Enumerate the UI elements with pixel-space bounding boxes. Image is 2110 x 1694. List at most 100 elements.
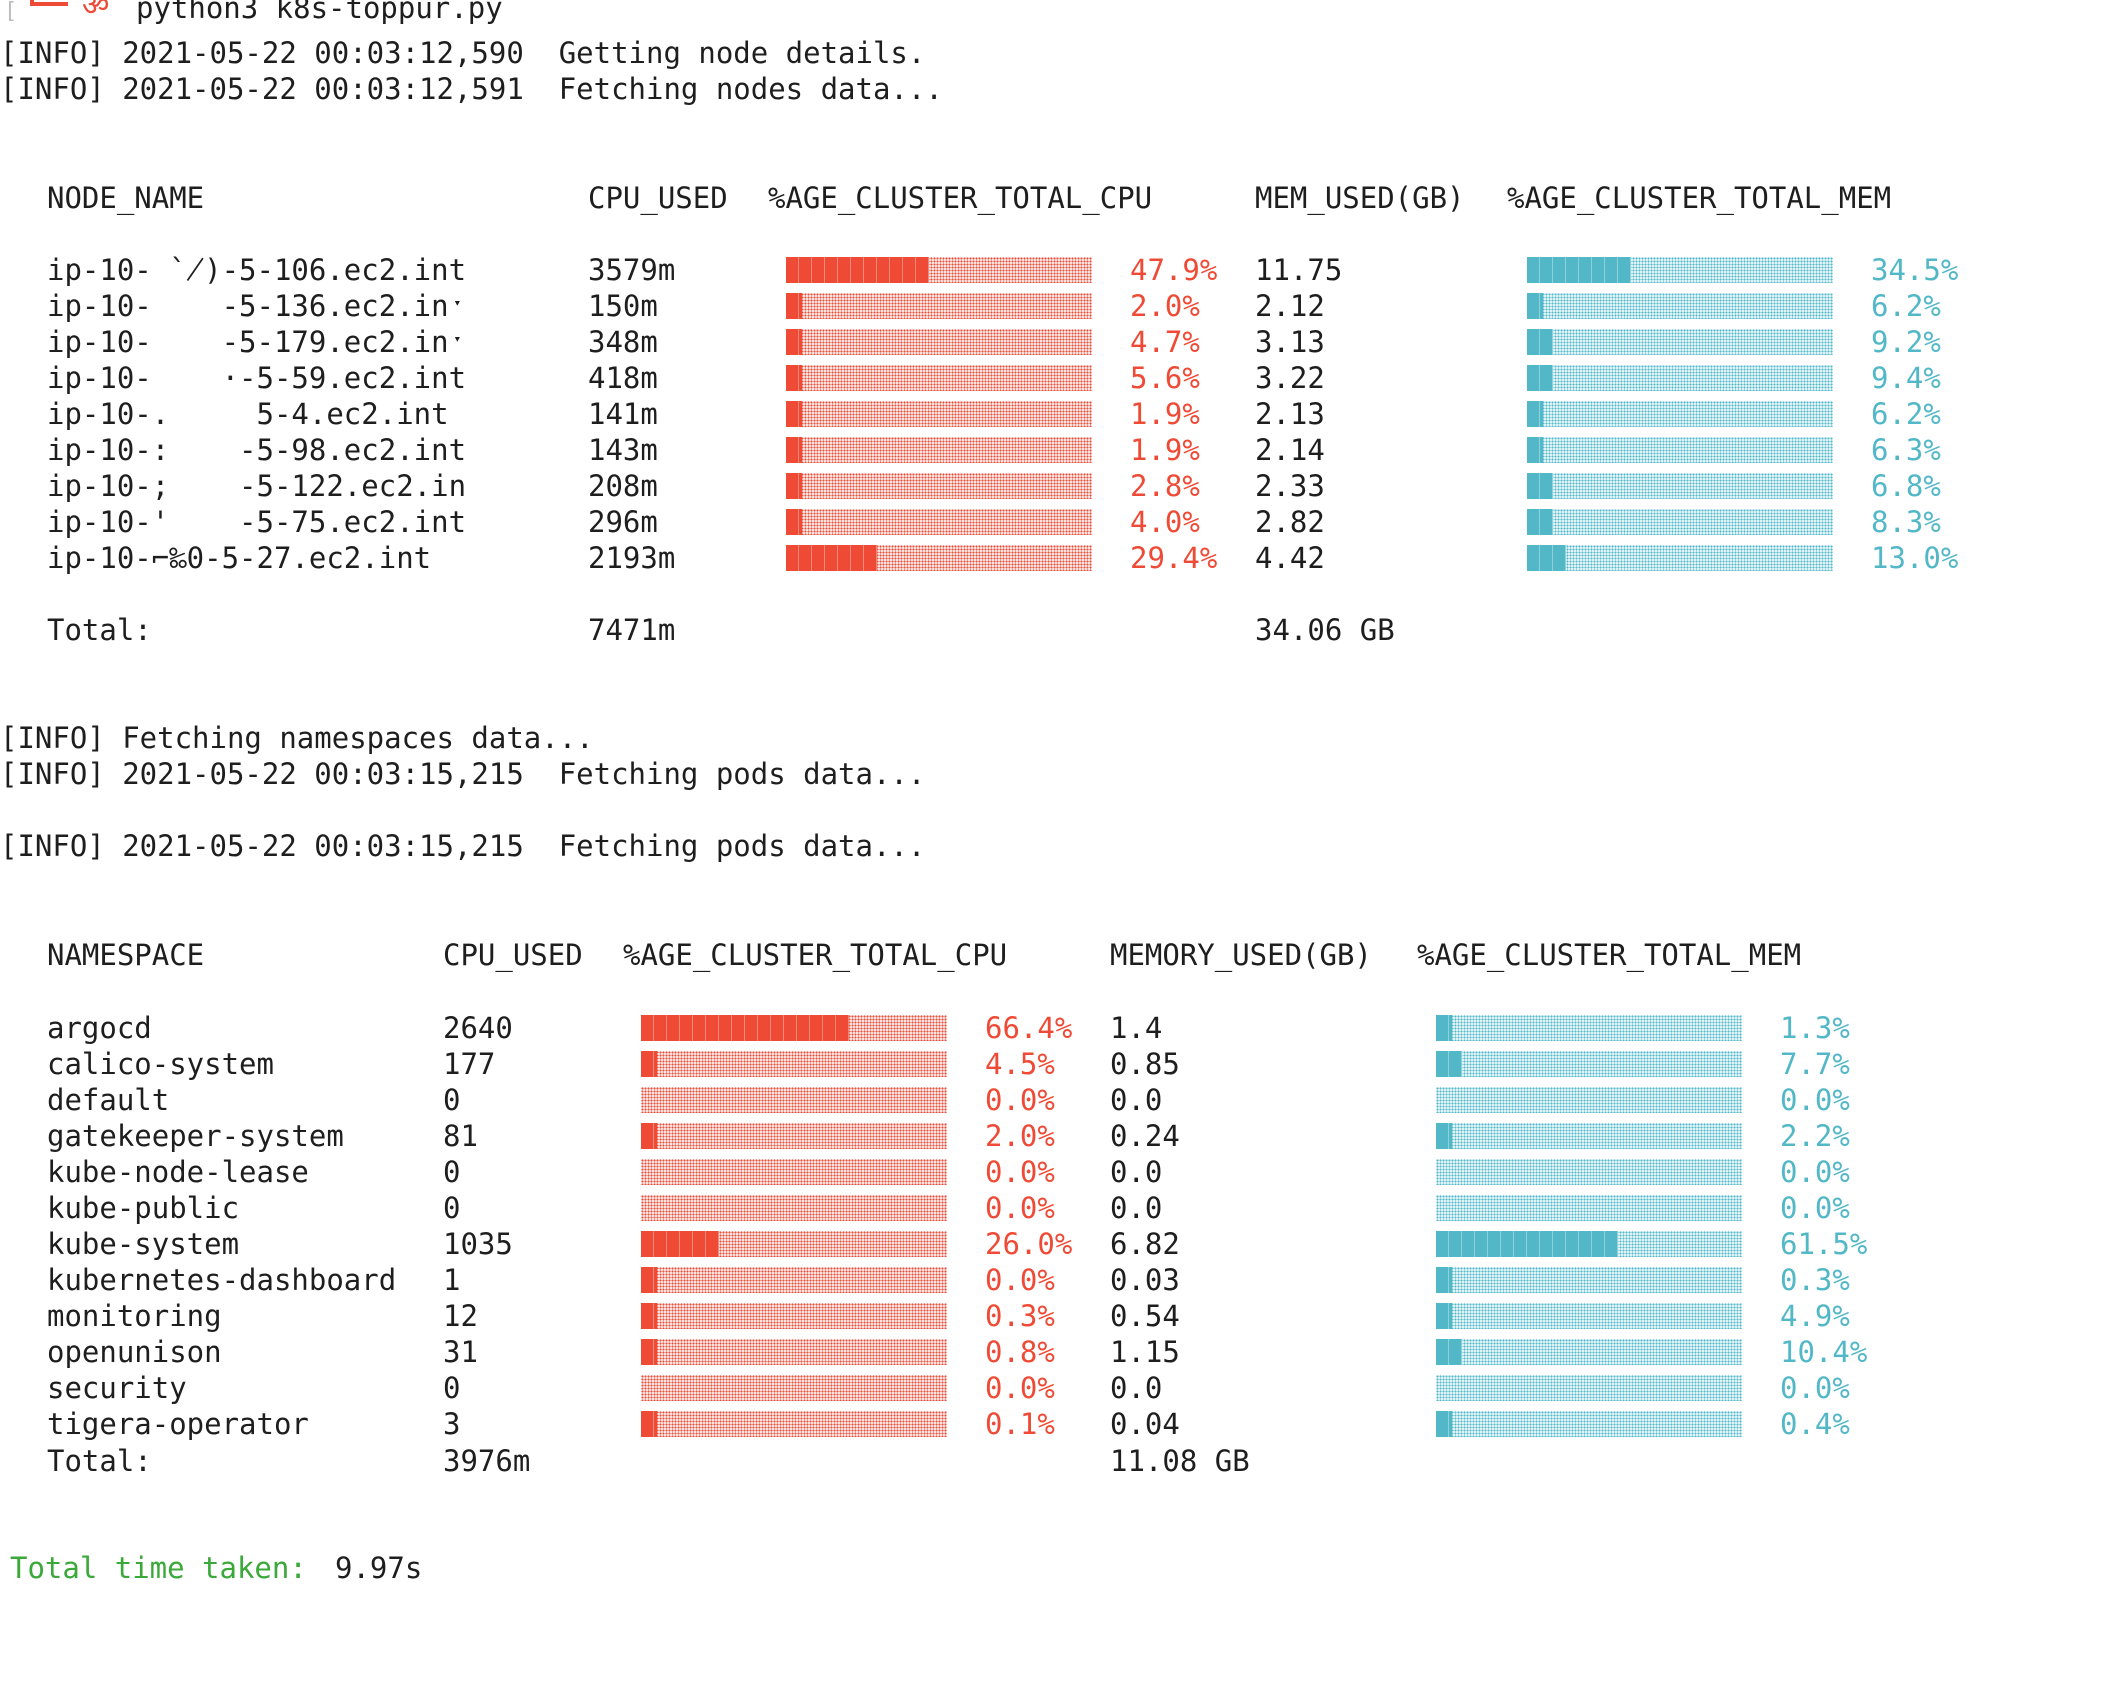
table-row: monitoring 12 0.3% 0.54 4.9% [0, 1298, 2000, 1334]
total-label: Total: [47, 613, 152, 647]
row-mem-pct: 7.7% [1780, 1047, 1850, 1081]
cpu-usage-bar [786, 437, 1092, 463]
row-cpu-pct: 2.0% [1130, 289, 1200, 323]
mem-usage-bar-fill [1436, 1339, 1462, 1365]
table-row: ip-10- -5-179.ec2.inˑ 348m 4.7% 3.13 9.2% [0, 324, 2000, 360]
mem-usage-bar-fill [1527, 365, 1553, 391]
mem-usage-bar-fill [1527, 509, 1553, 535]
cpu-usage-bar-fill [786, 365, 802, 391]
row-mem-pct: 6.3% [1871, 433, 1941, 467]
cpu-usage-bar [786, 257, 1092, 283]
mem-usage-bar [1436, 1375, 1742, 1401]
row-cpu-pct: 0.0% [985, 1155, 1055, 1189]
total-mem: 11.08 GB [1110, 1444, 1250, 1478]
row-mem-used: 1.4 [1110, 1011, 1163, 1045]
row-cpu-used: 143m [588, 433, 658, 467]
mem-usage-bar [1436, 1123, 1742, 1149]
row-mem-pct: 10.4% [1780, 1335, 1868, 1369]
cpu-usage-bar [641, 1123, 947, 1149]
row-name: ip-10- -5-179.ec2.inˑ [47, 325, 467, 359]
cpu-usage-bar-fill [786, 437, 802, 463]
row-cpu-used: 141m [588, 397, 658, 431]
row-mem-used: 2.14 [1255, 433, 1325, 467]
table-row: ip-10-; -5-122.ec2.in 208m 2.8% 2.33 6.8% [0, 468, 2000, 504]
row-cpu-pct: 4.7% [1130, 325, 1200, 359]
row-mem-pct: 6.8% [1871, 469, 1941, 503]
total-mem: 34.06 GB [1255, 613, 1395, 647]
table-row: kubernetes-dashboard 1 0.0% 0.03 0.3% [0, 1262, 2000, 1298]
row-cpu-used: 150m [588, 289, 658, 323]
terminal-window[interactable]: [ ॐ python3 k8s-toppur.py [INFO] 2021-05… [0, 0, 2110, 1588]
row-cpu-pct: 0.8% [985, 1335, 1055, 1369]
cpu-usage-bar-fill [786, 509, 802, 535]
row-mem-pct: 6.2% [1871, 397, 1941, 431]
row-cpu-used: 31 [443, 1335, 478, 1369]
nodes-table-header: NODE_NAME CPU_USED %AGE_CLUSTER_TOTAL_CP… [0, 180, 2000, 216]
cpu-usage-bar [786, 545, 1092, 571]
mem-usage-bar [1527, 437, 1833, 463]
header-cpu-pct: %AGE_CLUSTER_TOTAL_CPU [623, 938, 1008, 972]
cpu-usage-bar-fill [786, 473, 802, 499]
row-mem-pct: 9.2% [1871, 325, 1941, 359]
row-cpu-pct: 29.4% [1130, 541, 1218, 575]
row-name: gatekeeper-system [47, 1119, 344, 1153]
row-name: ip-10-' -5-75.ec2.int [47, 505, 467, 539]
row-mem-used: 2.33 [1255, 469, 1325, 503]
cpu-usage-bar [641, 1159, 947, 1185]
row-cpu-pct: 0.3% [985, 1299, 1055, 1333]
header-cpu-used: CPU_USED [588, 181, 728, 215]
table-row: ip-10- -5-136.ec2.inˑ 150m 2.0% 2.12 6.2% [0, 288, 2000, 324]
mem-usage-bar-fill [1527, 257, 1631, 283]
row-cpu-pct: 66.4% [985, 1011, 1073, 1045]
row-name: ip-10- -5-136.ec2.inˑ [47, 289, 467, 323]
log-line: [INFO] 2021-05-22 00:03:15,215 Fetching … [0, 829, 926, 863]
row-name: argocd [47, 1011, 152, 1045]
mem-usage-bar [1527, 365, 1833, 391]
row-mem-used: 0.04 [1110, 1407, 1180, 1441]
cpu-usage-bar-fill [641, 1267, 657, 1293]
row-mem-used: 0.0 [1110, 1083, 1163, 1117]
row-name: kube-public [47, 1191, 240, 1225]
cpu-usage-bar-fill [786, 329, 802, 355]
table-row: openunison 31 0.8% 1.15 10.4% [0, 1334, 2000, 1370]
row-mem-pct: 9.4% [1871, 361, 1941, 395]
table-row: kube-system 1035 26.0% 6.82 61.5% [0, 1226, 2000, 1262]
row-name: calico-system [47, 1047, 274, 1081]
row-cpu-used: 0 [443, 1371, 461, 1405]
row-cpu-used: 296m [588, 505, 658, 539]
row-mem-pct: 0.0% [1780, 1191, 1850, 1225]
row-name: ip-10-. 5-4.ec2.int [47, 397, 449, 431]
mem-usage-bar [1436, 1267, 1742, 1293]
log-line: [INFO] 2021-05-22 00:03:12,590 Getting n… [0, 36, 926, 70]
row-cpu-pct: 0.0% [985, 1263, 1055, 1297]
log-line: [INFO] 2021-05-22 00:03:12,591 Fetching … [0, 72, 943, 106]
row-cpu-pct: 47.9% [1130, 253, 1218, 287]
mem-usage-bar [1527, 401, 1833, 427]
row-cpu-used: 177 [443, 1047, 496, 1081]
header-memory-used: MEMORY_USED(GB) [1110, 938, 1372, 972]
namespaces-total-row: Total: 3976m 11.08 GB [0, 1443, 2000, 1479]
log-line: [INFO] 2021-05-22 00:03:15,215 Fetching … [0, 757, 926, 791]
row-name: openunison [47, 1335, 222, 1369]
row-cpu-used: 1035 [443, 1227, 513, 1261]
mem-usage-bar [1436, 1411, 1742, 1437]
table-row: ip-10- `̸)-5-106.ec2.int 3579m 47.9% 11.75 3… [0, 252, 2000, 288]
namespaces-table-header: NAMESPACE CPU_USED %AGE_CLUSTER_TOTAL_CP… [0, 937, 2000, 973]
row-cpu-pct: 5.6% [1130, 361, 1200, 395]
row-mem-pct: 0.0% [1780, 1371, 1850, 1405]
row-cpu-used: 12 [443, 1299, 478, 1333]
om-symbol-icon: ॐ [82, 0, 110, 23]
mem-usage-bar-fill [1436, 1411, 1452, 1437]
row-cpu-pct: 2.8% [1130, 469, 1200, 503]
row-cpu-pct: 0.0% [985, 1371, 1055, 1405]
header-mem-used: MEM_USED(GB) [1255, 181, 1465, 215]
mem-usage-bar-fill [1436, 1051, 1462, 1077]
row-cpu-used: 81 [443, 1119, 478, 1153]
row-mem-used: 2.12 [1255, 289, 1325, 323]
table-row: ip-10-. 5-4.ec2.int 141m 1.9% 2.13 6.2% [0, 396, 2000, 432]
header-mem-pct: %AGE_CLUSTER_TOTAL_MEM [1507, 181, 1892, 215]
cpu-usage-bar-fill [786, 545, 877, 571]
mem-usage-bar [1436, 1159, 1742, 1185]
table-row: default 0 0.0% 0.0 0.0% [0, 1082, 2000, 1118]
cpu-usage-bar [786, 473, 1092, 499]
